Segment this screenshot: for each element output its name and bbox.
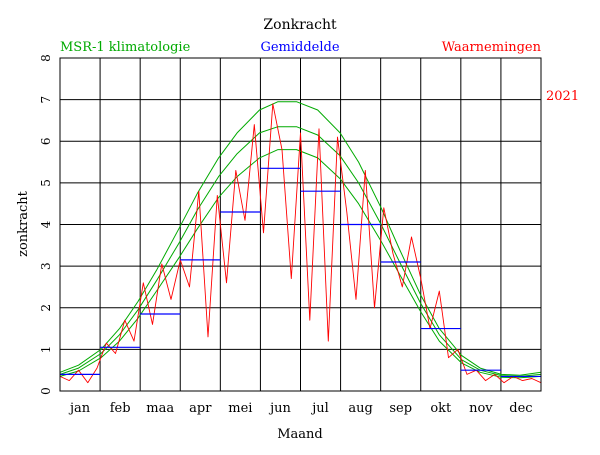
month-label: apr — [189, 401, 212, 416]
y-tick-label: 5 — [39, 179, 53, 187]
month-label: feb — [110, 401, 131, 416]
y-tick-label: 2 — [39, 304, 53, 312]
y-tick-labels: 0 1 2 3 4 5 6 7 8 — [39, 54, 53, 395]
plot-frame — [59, 57, 542, 392]
year-label: 2021 — [546, 89, 579, 104]
y-tick-label: 0 — [39, 387, 53, 395]
y-tick-label: 3 — [39, 262, 53, 270]
month-label: dec — [509, 401, 532, 416]
observation-line — [59, 103, 542, 384]
legend-average: Gemiddelde — [260, 40, 339, 55]
y-tick-label: 8 — [39, 54, 53, 62]
month-label: mei — [228, 401, 252, 416]
legend-observations: Waarnemingen — [442, 40, 542, 55]
x-axis-label: Maand — [277, 427, 323, 442]
y-tick-label: 4 — [39, 220, 53, 228]
month-label: jan — [68, 401, 91, 416]
legend-climatology: MSR-1 klimatologie — [60, 40, 191, 55]
observations-line — [59, 103, 542, 384]
y-tick-label: 7 — [39, 96, 53, 104]
month-label: jun — [268, 401, 291, 416]
month-label: maa — [146, 401, 174, 416]
monthly-average-bars — [60, 167, 541, 378]
month-label: aug — [348, 401, 372, 416]
y-tick-label: 6 — [39, 137, 53, 145]
y-tick-label: 1 — [39, 346, 53, 354]
month-label: okt — [430, 401, 452, 416]
climatology-curve — [59, 101, 542, 376]
x-tick-labels: jan feb maa apr mei jun jul aug sep okt nov dec — [68, 401, 533, 416]
y-axis-label: zonkracht — [16, 190, 31, 257]
month-label: jul — [310, 401, 329, 416]
month-label: nov — [469, 401, 493, 416]
month-label: sep — [389, 401, 412, 416]
grid — [60, 58, 541, 391]
chart-title: Zonkracht — [263, 17, 337, 33]
